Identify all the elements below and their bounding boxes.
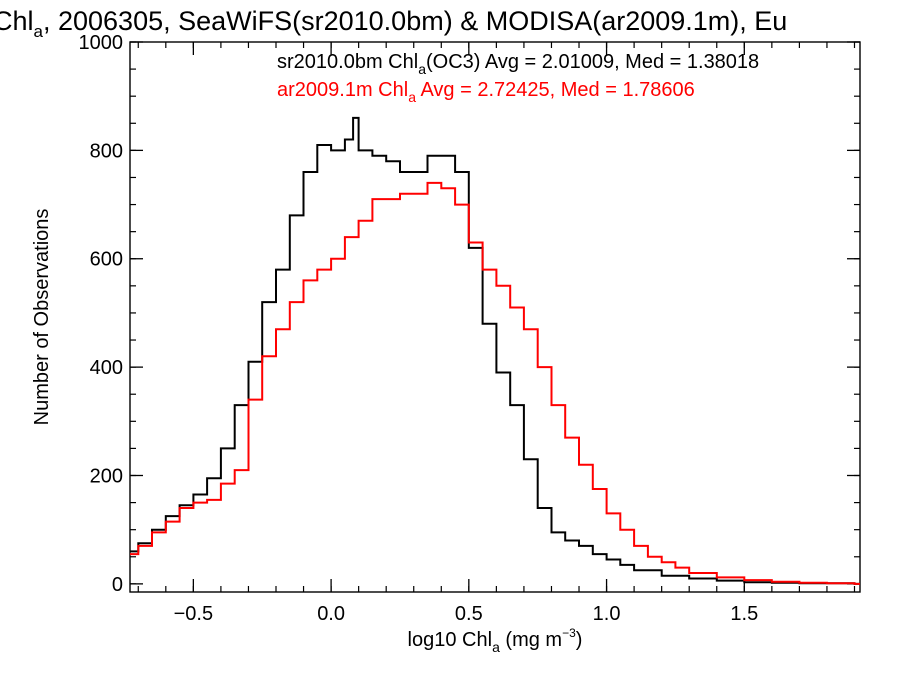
y-tick-label: 800 <box>90 140 123 162</box>
plot-frame <box>129 41 861 593</box>
series-1-line <box>130 116 860 585</box>
y-tick-label: 600 <box>90 249 123 271</box>
x-tick-label: 1.0 <box>593 603 621 625</box>
y-axis-label: Number of Observations <box>31 209 53 426</box>
series-2-line <box>130 181 860 585</box>
series-lines <box>130 116 860 585</box>
x-axis-label: log10 Chla (mg m−3) <box>408 626 583 655</box>
x-tick-label: 1.5 <box>730 603 758 625</box>
chart-title: Chla, 2006305, SeaWiFS(sr2010.0bm) & MOD… <box>0 6 787 41</box>
y-tick-label: 200 <box>90 465 123 487</box>
axis-tick-labels: −0.5 0.0 0.5 1.0 1.5 0 200 400 600 800 1000 <box>79 32 759 625</box>
x-tick-label: −0.5 <box>174 603 213 625</box>
axis-ticks <box>130 41 860 592</box>
x-tick-label: 0.5 <box>455 603 483 625</box>
legend-series-1: sr2010.0bm Chla(OC3) Avg = 2.01009, Med … <box>277 51 759 77</box>
y-tick-label: 400 <box>90 357 123 379</box>
x-tick-label: 0.0 <box>317 603 345 625</box>
y-tick-label: 0 <box>112 574 123 596</box>
legend-series-2: ar2009.1m Chla Avg = 2.72425, Med = 1.78… <box>277 79 695 105</box>
y-tick-label: 1000 <box>79 32 124 54</box>
